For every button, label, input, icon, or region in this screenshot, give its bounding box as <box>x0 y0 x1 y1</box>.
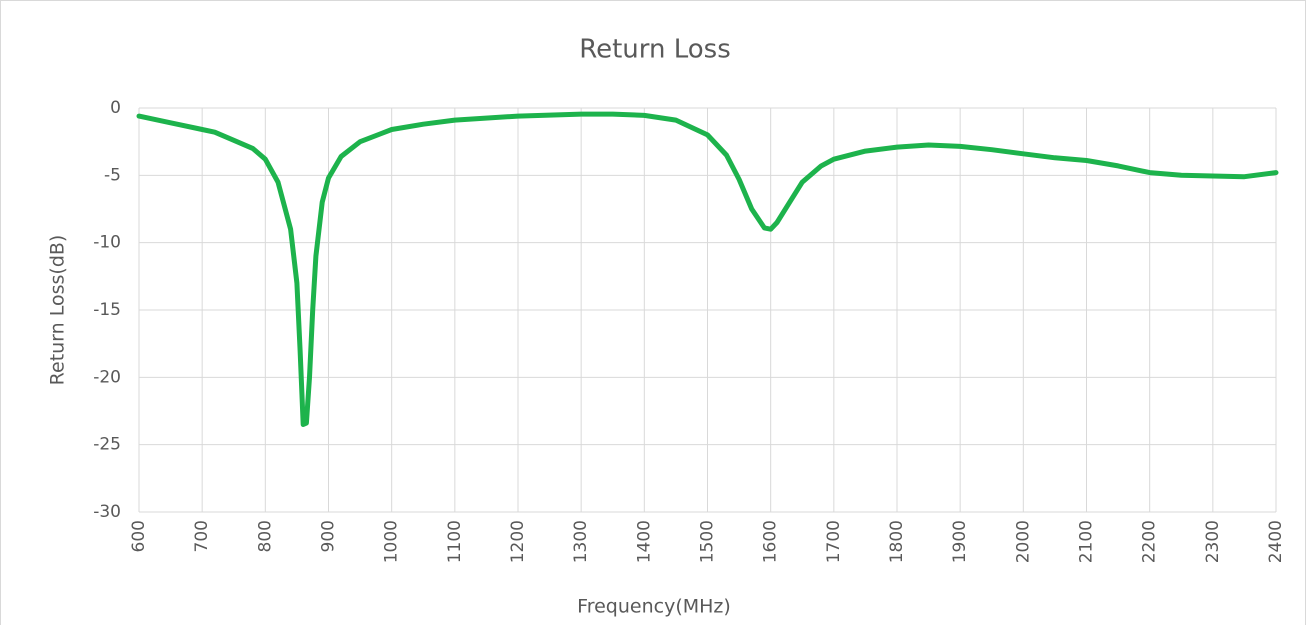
x-tick-label: 600 <box>129 520 149 552</box>
y-axis-label: Return Loss(dB) <box>47 235 69 386</box>
x-tick-label: 800 <box>255 520 275 552</box>
y-tick-label: -10 <box>93 233 121 253</box>
x-tick-label: 2400 <box>1266 520 1286 563</box>
x-tick-label: 1200 <box>508 520 528 563</box>
x-tick-label: 1500 <box>698 520 718 563</box>
x-tick-label: 1400 <box>634 520 654 563</box>
x-tick-label: 900 <box>319 520 339 552</box>
x-tick-label: 2300 <box>1203 520 1223 563</box>
y-tick-label: -30 <box>93 502 121 522</box>
x-tick-label: 1600 <box>761 520 781 563</box>
y-tick-label: -15 <box>93 300 121 320</box>
x-tick-label: 700 <box>192 520 212 552</box>
x-tick-label: 2200 <box>1140 520 1160 563</box>
y-tick-label: 0 <box>110 98 121 118</box>
y-tick-label: -5 <box>104 165 121 185</box>
x-tick-label: 2100 <box>1077 520 1097 563</box>
y-tick-label: -25 <box>93 435 121 455</box>
x-tick-label: 1700 <box>824 520 844 563</box>
x-tick-label: 1300 <box>571 520 591 563</box>
x-tick-label: 1900 <box>950 520 970 563</box>
data-line <box>136 111 1279 427</box>
x-tick-label: 2000 <box>1013 520 1033 563</box>
x-tick-label: 1100 <box>445 520 465 563</box>
chart-title: Return Loss <box>579 35 731 65</box>
x-tick-label: 1000 <box>382 520 402 563</box>
y-tick-label: -20 <box>93 367 121 387</box>
x-axis-label: Frequency(MHz) <box>577 596 731 618</box>
x-tick-label: 1800 <box>887 520 907 563</box>
